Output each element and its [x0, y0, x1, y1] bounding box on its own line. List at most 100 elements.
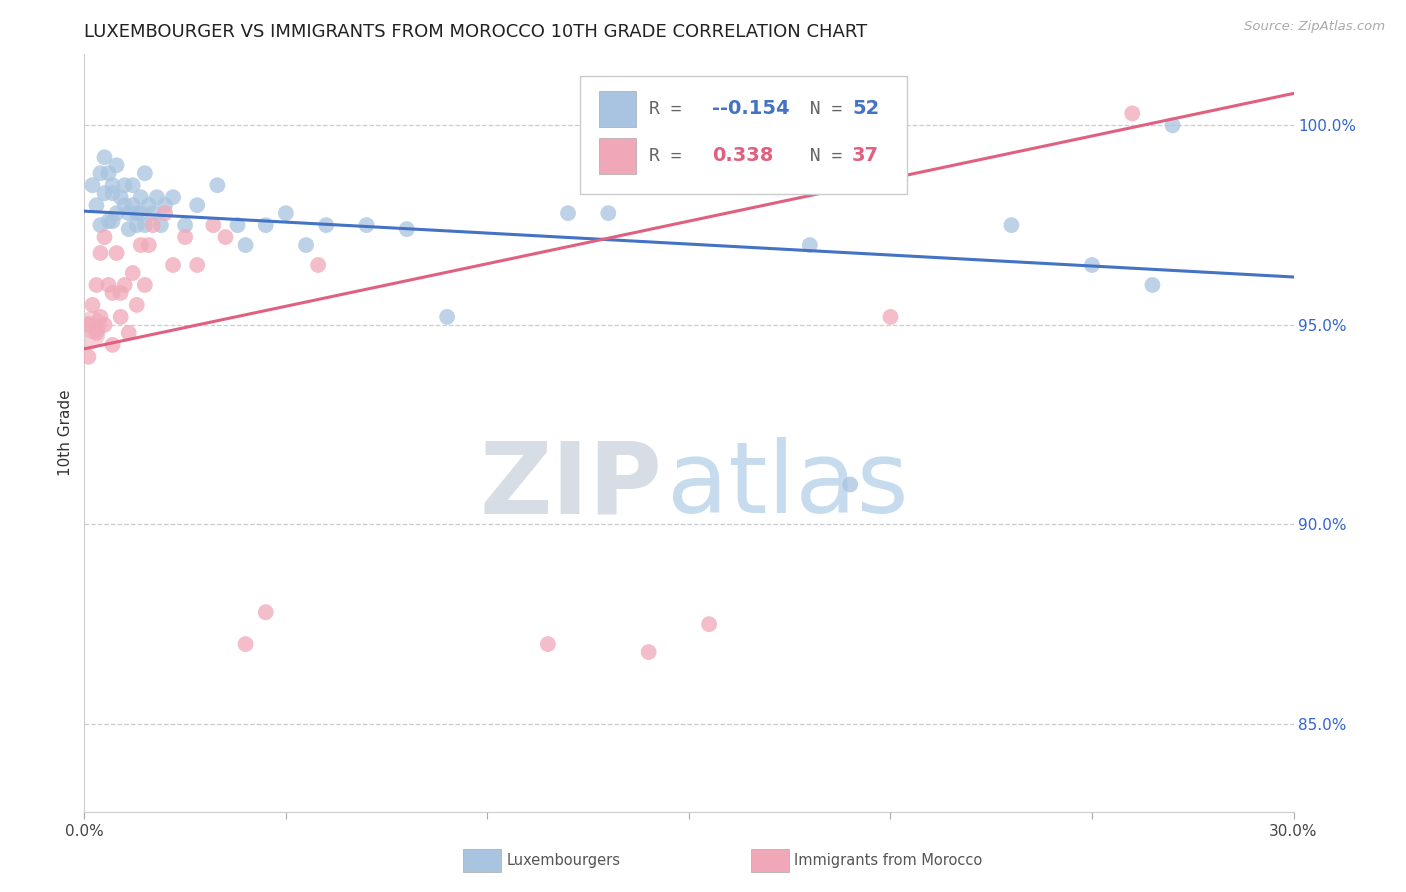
Point [105, 246, 128, 260]
Text: Luxembourgers: Luxembourgers [506, 854, 620, 868]
Point [134, 218, 156, 232]
Point [202, 218, 225, 232]
Text: LUXEMBOURGER VS IMMIGRANTS FROM MOROCCO 10TH GRADE CORRELATION CHART: LUXEMBOURGER VS IMMIGRANTS FROM MOROCCO … [84, 23, 868, 41]
Point [274, 206, 297, 220]
Point [598, 206, 620, 220]
Point [121, 198, 143, 212]
Text: --0.154: --0.154 [711, 99, 790, 119]
Point [82, 318, 104, 332]
Point [839, 477, 862, 491]
Point [77, 350, 100, 364]
Point [114, 178, 136, 193]
Point [134, 277, 156, 292]
Point [89, 166, 111, 180]
Point [1142, 277, 1164, 292]
Point [97, 214, 120, 228]
FancyBboxPatch shape [599, 138, 636, 174]
Point [214, 230, 236, 244]
Point [235, 637, 257, 651]
Point [207, 178, 229, 193]
Point [86, 198, 108, 212]
Point [125, 206, 148, 220]
Point [101, 186, 124, 201]
Text: N =: N = [789, 100, 853, 118]
Point [295, 238, 318, 252]
Point [149, 218, 172, 232]
Point [226, 218, 249, 232]
Point [1121, 106, 1143, 120]
Text: R =: R = [650, 100, 693, 118]
Point [101, 214, 124, 228]
Point [118, 222, 141, 236]
Point [125, 218, 148, 232]
Point [142, 206, 165, 220]
Point [97, 166, 120, 180]
Text: 0.338: 0.338 [711, 146, 773, 165]
Point [129, 238, 152, 252]
Point [121, 266, 143, 280]
FancyBboxPatch shape [581, 77, 907, 194]
Point [138, 238, 160, 252]
Point [879, 310, 901, 324]
Point [356, 218, 378, 232]
Point [1161, 119, 1184, 133]
Text: 52: 52 [852, 99, 879, 119]
Point [254, 218, 277, 232]
Point [1000, 218, 1022, 232]
Point [93, 186, 115, 201]
Point [121, 178, 143, 193]
Point [142, 218, 165, 232]
Text: Immigrants from Morocco: Immigrants from Morocco [794, 854, 983, 868]
Point [162, 258, 184, 272]
Text: R =: R = [650, 147, 703, 165]
Point [436, 310, 458, 324]
Point [315, 218, 337, 232]
Point [186, 198, 208, 212]
Point [697, 617, 720, 632]
Point [174, 218, 197, 232]
Point [101, 338, 124, 352]
Point [86, 326, 108, 340]
Point [138, 198, 160, 212]
Point [110, 310, 132, 324]
Point [153, 206, 176, 220]
Point [93, 150, 115, 164]
Point [134, 166, 156, 180]
Y-axis label: 10th Grade: 10th Grade [58, 389, 73, 476]
Point [97, 277, 120, 292]
Point [77, 318, 100, 332]
FancyBboxPatch shape [599, 91, 636, 127]
Text: ZIP: ZIP [479, 437, 662, 534]
Point [101, 178, 124, 193]
Point [93, 230, 115, 244]
Point [129, 190, 152, 204]
Point [174, 230, 197, 244]
Point [118, 206, 141, 220]
Point [89, 246, 111, 260]
Point [89, 310, 111, 324]
Point [254, 605, 277, 619]
Point [89, 218, 111, 232]
Point [537, 637, 560, 651]
Point [307, 258, 329, 272]
Point [162, 190, 184, 204]
Point [114, 277, 136, 292]
Point [110, 190, 132, 204]
Point [114, 198, 136, 212]
Point [235, 238, 257, 252]
Point [129, 206, 152, 220]
Point [82, 298, 104, 312]
Point [82, 178, 104, 193]
Point [637, 645, 659, 659]
Text: Source: ZipAtlas.com: Source: ZipAtlas.com [1244, 20, 1385, 33]
Point [146, 190, 169, 204]
Text: N =: N = [789, 147, 853, 165]
Point [105, 158, 128, 172]
Text: 37: 37 [852, 146, 879, 165]
Text: atlas: atlas [668, 437, 908, 534]
Point [86, 277, 108, 292]
Point [77, 326, 100, 340]
Point [395, 222, 418, 236]
Point [101, 285, 124, 300]
Point [125, 298, 148, 312]
